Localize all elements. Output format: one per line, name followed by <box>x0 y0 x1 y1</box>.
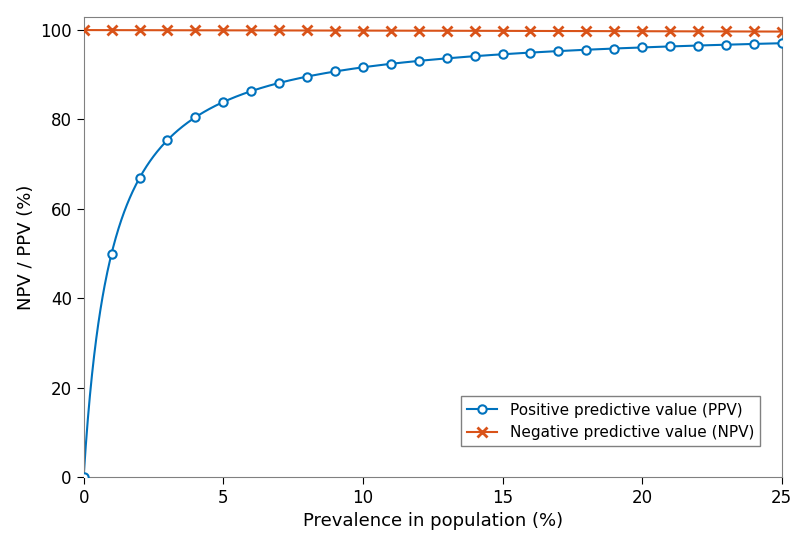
Legend: Positive predictive value (PPV), Negative predictive value (NPV): Positive predictive value (PPV), Negativ… <box>461 397 760 446</box>
Y-axis label: NPV / PPV (%): NPV / PPV (%) <box>17 184 35 310</box>
X-axis label: Prevalence in population (%): Prevalence in population (%) <box>303 513 563 531</box>
